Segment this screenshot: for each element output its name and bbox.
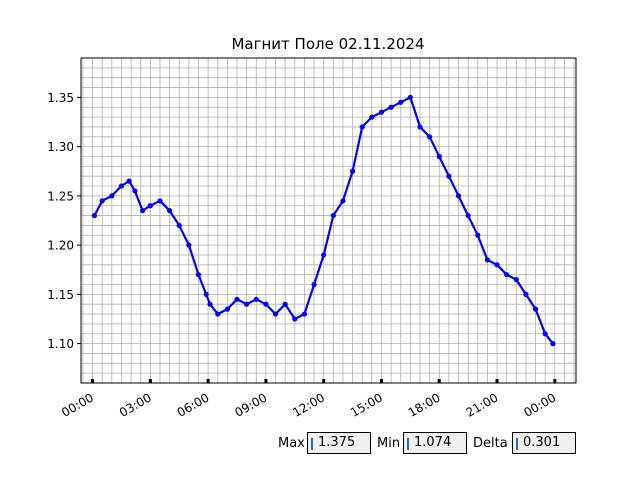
x-tick bbox=[264, 379, 268, 383]
max-label: Max bbox=[278, 436, 305, 451]
data-point bbox=[244, 301, 250, 307]
data-point bbox=[550, 341, 556, 347]
x-tick bbox=[553, 379, 557, 383]
data-point bbox=[224, 306, 230, 312]
data-point bbox=[195, 272, 202, 278]
data-point bbox=[99, 198, 105, 204]
data-point bbox=[494, 262, 500, 268]
y-tick-label: 1.20 bbox=[47, 239, 74, 253]
data-point bbox=[398, 99, 404, 105]
data-point bbox=[513, 276, 519, 283]
axes: 1.10 1.15 1.20 1.25 1.30 1.35 00:00 03:00 06:00 0… bbox=[47, 91, 558, 420]
x-tick-label: 12:00 bbox=[290, 390, 327, 419]
x-tick-label: 06:00 bbox=[175, 390, 212, 419]
data-point bbox=[542, 331, 548, 337]
x-tick-label: 00:00 bbox=[59, 390, 96, 419]
data-point bbox=[504, 272, 510, 278]
chart-title: Магнит Поле 02.11.2024 bbox=[231, 35, 424, 53]
data-point bbox=[292, 316, 298, 322]
data-point bbox=[91, 212, 98, 219]
data-point bbox=[484, 257, 491, 263]
max-field[interactable]: 1.375 bbox=[307, 432, 371, 454]
data-point bbox=[455, 193, 462, 199]
grid bbox=[81, 57, 576, 384]
data-point bbox=[378, 109, 385, 115]
data-point bbox=[215, 311, 221, 317]
data-point bbox=[207, 301, 213, 307]
data-point bbox=[234, 296, 240, 302]
data-point bbox=[126, 178, 132, 184]
data-point bbox=[446, 173, 452, 179]
data-point bbox=[109, 193, 115, 199]
delta-field[interactable]: 0.301 bbox=[512, 432, 576, 454]
data-point bbox=[132, 188, 138, 194]
y-tick-label: 1.15 bbox=[47, 288, 74, 302]
data-point bbox=[359, 124, 365, 130]
delta-label: Delta bbox=[473, 436, 508, 451]
y-tick-label: 1.10 bbox=[47, 337, 74, 351]
data-point bbox=[301, 311, 308, 317]
data-point bbox=[330, 212, 336, 219]
x-tick bbox=[148, 379, 152, 383]
data-point bbox=[340, 198, 346, 204]
data-point bbox=[407, 94, 413, 100]
data-point bbox=[166, 208, 173, 214]
data-point bbox=[311, 281, 317, 288]
text-cursor bbox=[407, 438, 409, 450]
data-point bbox=[118, 183, 125, 189]
data-point bbox=[282, 301, 288, 307]
min-value: 1.074 bbox=[414, 435, 452, 450]
data-point bbox=[523, 291, 529, 297]
data-point bbox=[147, 203, 153, 209]
y-tick-label: 1.30 bbox=[47, 140, 74, 154]
max-value: 1.375 bbox=[318, 435, 356, 450]
data-point bbox=[176, 222, 182, 229]
data-point bbox=[475, 232, 481, 238]
series bbox=[91, 94, 556, 347]
data-point bbox=[157, 198, 163, 204]
x-tick bbox=[91, 379, 95, 383]
x-tick-label: 00:00 bbox=[521, 390, 558, 419]
x-tick bbox=[322, 379, 326, 383]
data-point bbox=[349, 168, 356, 174]
delta-value: 0.301 bbox=[523, 435, 561, 450]
x-tick-label: 09:00 bbox=[232, 390, 269, 419]
min-label: Min bbox=[377, 436, 401, 451]
x-tick bbox=[495, 379, 499, 383]
y-tick-label: 1.35 bbox=[47, 91, 74, 105]
text-cursor bbox=[516, 438, 518, 450]
data-point bbox=[436, 153, 442, 160]
x-tick-label: 03:00 bbox=[117, 390, 154, 419]
x-tick-label: 21:00 bbox=[464, 390, 501, 419]
data-point bbox=[369, 114, 375, 120]
x-tick-label: 15:00 bbox=[348, 390, 385, 419]
text-cursor bbox=[311, 438, 313, 450]
data-point bbox=[427, 134, 433, 140]
data-point bbox=[532, 306, 539, 312]
data-point bbox=[186, 242, 192, 248]
y-tick-label: 1.25 bbox=[47, 189, 74, 203]
data-point bbox=[253, 296, 259, 302]
x-tick bbox=[437, 379, 441, 383]
data-point bbox=[465, 212, 471, 219]
min-field[interactable]: 1.074 bbox=[403, 432, 467, 454]
plot-frame bbox=[80, 57, 577, 384]
data-point bbox=[140, 208, 146, 214]
data-point bbox=[417, 124, 423, 130]
x-tick-label: 18:00 bbox=[406, 390, 443, 419]
data-point bbox=[388, 104, 394, 110]
data-point bbox=[321, 252, 327, 258]
data-point bbox=[203, 291, 209, 297]
x-tick bbox=[379, 379, 383, 383]
data-point bbox=[263, 301, 269, 307]
data-point bbox=[272, 311, 279, 317]
x-tick bbox=[206, 379, 210, 383]
